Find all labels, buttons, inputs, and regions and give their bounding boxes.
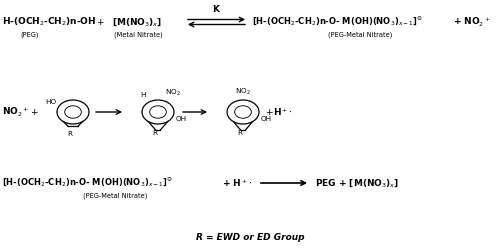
Text: (Metal Nitrate): (Metal Nitrate) bbox=[114, 31, 162, 38]
Text: +: + bbox=[30, 108, 38, 117]
Text: (PEG-Metal Nitrate): (PEG-Metal Nitrate) bbox=[328, 31, 392, 38]
Text: [M(NO$_3$)$_x$]: [M(NO$_3$)$_x$] bbox=[112, 16, 162, 28]
Text: H: H bbox=[140, 92, 146, 98]
Text: (PEG-Metal Nitrate): (PEG-Metal Nitrate) bbox=[83, 192, 147, 198]
Text: R: R bbox=[152, 130, 158, 136]
Text: [H-(OCH$_2$-CH$_2$)n-O- M(OH)(NO$_3$)$_{x-1}$]$^{\ominus}$: [H-(OCH$_2$-CH$_2$)n-O- M(OH)(NO$_3$)$_{… bbox=[252, 15, 423, 28]
Text: +: + bbox=[265, 108, 272, 117]
Text: PEG + [M(NO$_3$)$_x$]: PEG + [M(NO$_3$)$_x$] bbox=[315, 177, 399, 189]
Text: K: K bbox=[212, 5, 220, 14]
Text: R: R bbox=[68, 130, 72, 137]
Text: NO$_2$: NO$_2$ bbox=[165, 88, 181, 98]
Text: OH: OH bbox=[176, 116, 187, 122]
Text: H-(OCH$_2$-CH$_2$)n-OH: H-(OCH$_2$-CH$_2$)n-OH bbox=[2, 16, 96, 28]
Text: HO: HO bbox=[45, 99, 56, 105]
Text: (PEG): (PEG) bbox=[21, 31, 39, 38]
Text: R = EWD or ED Group: R = EWD or ED Group bbox=[196, 233, 304, 242]
Text: + H$^+$$\cdot$: + H$^+$$\cdot$ bbox=[222, 177, 252, 189]
Text: H$^+$$\cdot$: H$^+$$\cdot$ bbox=[273, 106, 292, 118]
Text: [H-(OCH$_2$-CH$_2$)n-O- M(OH)(NO$_3$)$_{x-1}$]$^{\ominus}$: [H-(OCH$_2$-CH$_2$)n-O- M(OH)(NO$_3$)$_{… bbox=[2, 177, 173, 189]
Text: NO$_2$$^+$: NO$_2$$^+$ bbox=[2, 105, 29, 119]
Text: NO$_2$: NO$_2$ bbox=[235, 87, 251, 97]
Text: + NO$_2$$^+$: + NO$_2$$^+$ bbox=[453, 15, 491, 29]
Text: OH: OH bbox=[261, 116, 272, 122]
Text: +: + bbox=[96, 17, 104, 26]
Text: R: R bbox=[238, 130, 242, 136]
